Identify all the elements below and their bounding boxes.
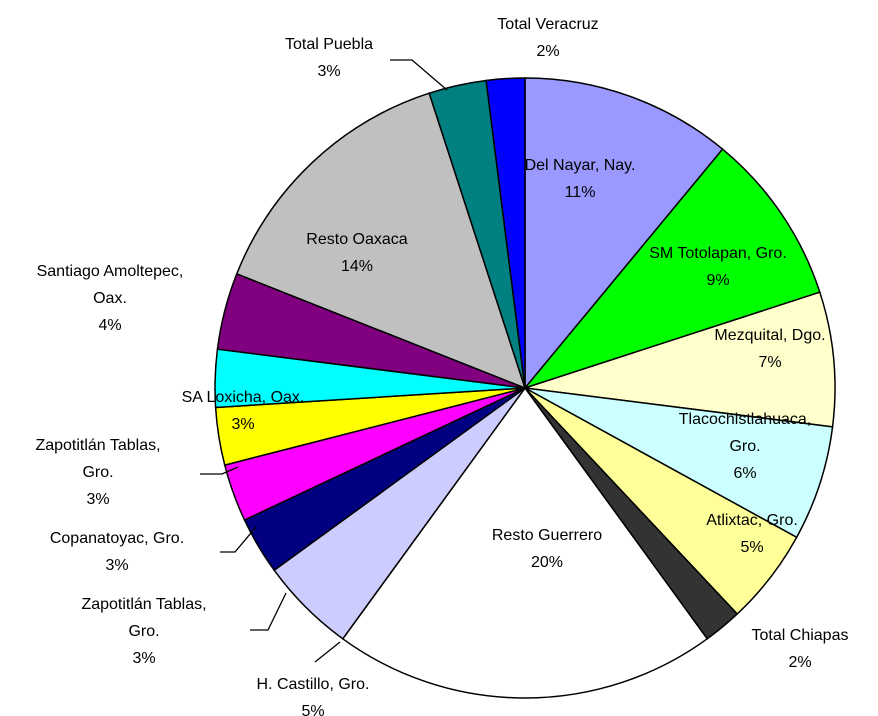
slice-value-label: 5%	[301, 703, 324, 716]
slice-label: Tlacochistlahuaca, Gro.	[679, 411, 812, 455]
slice-value-label: 3%	[86, 491, 109, 508]
pie-slice	[485, 77, 526, 389]
slice-value-label: 4%	[98, 317, 121, 334]
leader-line	[200, 466, 239, 475]
slice-label: Zapotitlán Tablas, Gro.	[81, 596, 206, 640]
leader-line	[390, 59, 448, 91]
slice-label: Zapotitlán Tablas, Gro.	[35, 437, 160, 481]
slice-value-label: 3%	[231, 416, 254, 433]
slice-label: SA Loxicha, Oax.	[182, 389, 305, 406]
slice-value-label: 3%	[105, 557, 128, 574]
slice-label: Del Nayar, Nay.	[525, 157, 636, 174]
slice-label: Total Veracruz	[497, 16, 598, 33]
slice-value-label: 11%	[565, 184, 596, 201]
slice-label: Atlixtac, Gro.	[706, 512, 798, 529]
leader-lines	[200, 59, 448, 663]
leader-line	[250, 592, 287, 631]
slice-value-label: 2%	[536, 43, 559, 60]
leader-line	[220, 526, 257, 553]
slice-value-label: 7%	[758, 354, 781, 371]
slice-value-label: 5%	[740, 539, 763, 556]
slice-label: Total Chiapas	[752, 627, 849, 644]
slice-label: H. Castillo, Gro.	[257, 676, 370, 693]
slice-label: Mezquital, Dgo.	[714, 327, 825, 344]
slice-label: Resto Oaxaca	[306, 231, 407, 248]
slice-value-label: 14%	[341, 258, 373, 275]
slice-value-label: 3%	[132, 650, 155, 667]
pie-slice	[524, 291, 836, 428]
slice-value-label: 6%	[733, 465, 756, 482]
slice-value-label: 20%	[531, 554, 563, 571]
leader-line	[314, 641, 341, 663]
pie-slice	[522, 148, 821, 390]
slice-label: SM Totolapan, Gro.	[649, 245, 787, 262]
slice-value-label: 3%	[317, 63, 340, 80]
pie-slice	[341, 386, 709, 699]
pie	[214, 77, 836, 699]
pie-slice	[524, 77, 724, 391]
slice-value-label: 9%	[706, 272, 729, 289]
slice-label: Resto Guerrero	[492, 527, 602, 544]
slice-label: Santiago Amoltepec, Oax.	[37, 263, 184, 307]
slice-label: Total Puebla	[285, 36, 373, 53]
slice-label: Copanatoyac, Gro.	[50, 530, 184, 547]
slice-value-label: 2%	[788, 654, 811, 671]
